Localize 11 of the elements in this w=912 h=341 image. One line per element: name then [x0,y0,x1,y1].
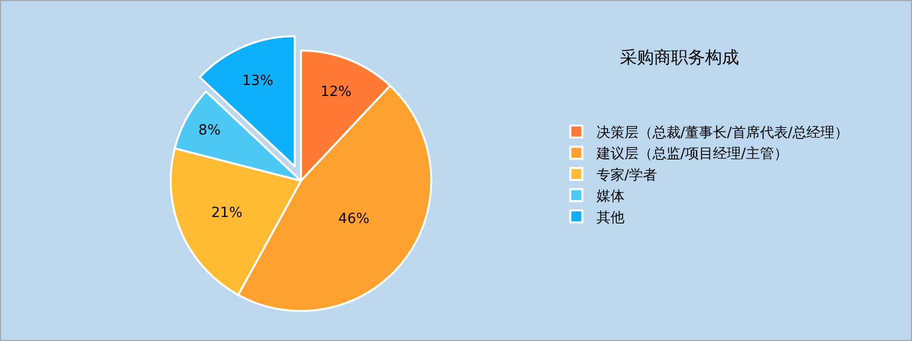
legend-label: 建议层（总监/项目经理/主管） [595,146,788,162]
legend-label: 决策层（总裁/董事长/首席代表/总经理） [596,125,848,141]
legend-label: 其他 [596,210,624,226]
data-label: 13% [242,72,274,89]
legend-label: 媒体 [596,188,624,205]
data-label: 46% [338,211,370,228]
data-label: 21% [211,204,242,221]
data-label: 12% [320,84,352,100]
text: 采购商职务构成 [620,48,739,68]
data-label: 8% [198,122,221,138]
legend-label: 专家/学者 [596,167,658,184]
